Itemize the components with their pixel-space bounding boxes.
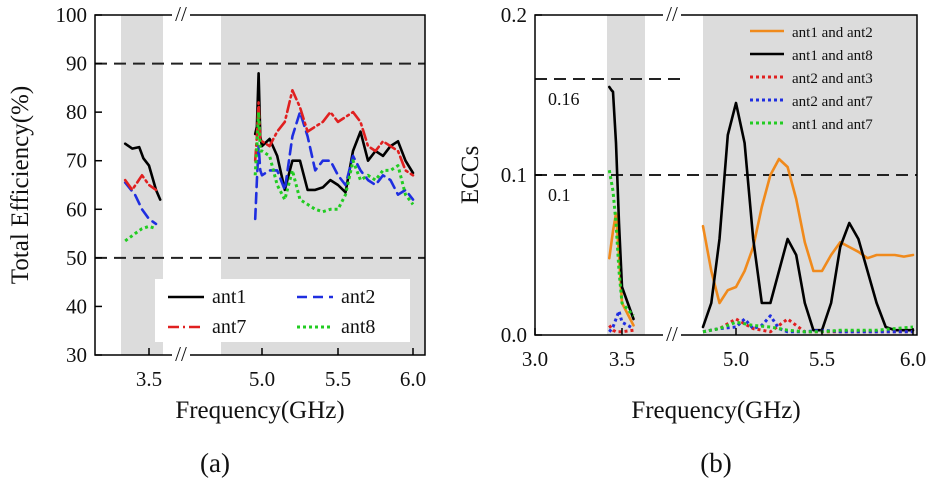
b-x-tick-label-3: 5.0 [723, 347, 749, 371]
panel-a-break-bottom: // [175, 342, 187, 366]
panel-a-x-axis-title: Frequency(GHz) [175, 397, 344, 424]
panel-a-frame [94, 14, 426, 356]
b-line-ant1-and-ant7-seg-2 [702, 320, 914, 334]
panel-a-label: (a) [200, 448, 230, 478]
b-line-ant1-and-ant8-seg-1 [607, 85, 635, 321]
panel-b-x-axis-title: Frequency(GHz) [631, 397, 800, 424]
panel-b-axis-break: // // [663, 2, 681, 346]
b-legend-label-ant2-and-ant7: ant2 and ant7 [792, 94, 873, 110]
a-line-ant8-seg-2 [253, 110, 415, 214]
b-y-tick-label-2: 0.1 [501, 163, 527, 187]
panel-a-axis-break: // // [172, 2, 190, 366]
b-legend-label-ant2-and-ant3: ant2 and ant3 [792, 71, 873, 87]
b-line-ant1-and-ant2-seg-1 [607, 212, 635, 327]
a-y-tick-label-3: 50 [66, 246, 87, 270]
a-line-ant1-seg-2 [253, 72, 415, 194]
b-x-tick-label-4: 5.5 [809, 347, 835, 371]
b-x-tick-label-5: 6.0 [900, 347, 926, 371]
b-legend-label-ant1-and-ant8: ant1 and ant8 [792, 48, 873, 64]
b-series-ant1-and-ant8 [607, 85, 915, 332]
a-line-ant2-seg-1 [123, 181, 158, 226]
b-series-ant1-and-ant7 [607, 169, 914, 334]
panel-b: 0.16 0.1 0.0 0.1 0.2 3.0 3.5 5.0 5.5 6.0 // // a… [457, 2, 926, 478]
b-y-tick-label-3: 0.2 [501, 3, 527, 27]
a-series-ant2 [123, 110, 415, 226]
b-x-tick-label-1: 3.0 [522, 347, 548, 371]
a-legend-label-ant1: ant1 [212, 286, 246, 308]
a-y-tick-label-5: 70 [66, 149, 87, 173]
a-series-ant8 [124, 110, 415, 243]
a-legend-label-ant7: ant7 [212, 316, 246, 338]
b-reference-label-1: 0.16 [548, 89, 580, 109]
b-series-ant2-and-ant7 [608, 309, 913, 334]
panel-a-legend: ant1 ant2 ant7 ant8 [155, 279, 410, 342]
b-line-ant1-and-ant2-seg-2 [701, 157, 915, 305]
panel-b-y-axis-title: ECCs [457, 146, 484, 204]
a-y-tick-label-8: 100 [56, 3, 88, 27]
a-line-ant7-seg-1 [123, 174, 158, 192]
panel-b-label: (b) [700, 448, 731, 478]
a-y-tick-label-6: 80 [66, 100, 87, 124]
a-legend-label-ant2: ant2 [341, 286, 375, 308]
a-line-ant7-seg-2 [253, 89, 415, 177]
a-x-tick-label-4: 6.0 [400, 367, 426, 391]
panel-a: 30 40 50 60 70 80 90 100 3.5 5.0 5.5 6.0 // // ant1… [7, 2, 426, 478]
b-y-tick-label-1: 0.0 [501, 323, 527, 347]
a-y-tick-label-2: 40 [66, 294, 87, 318]
panel-a-legend-box [155, 279, 410, 342]
b-legend-label-ant1-and-ant2: ant1 and ant2 [792, 25, 873, 41]
a-x-tick-label-1: 3.5 [136, 367, 162, 391]
a-y-tick-label-4: 60 [66, 197, 87, 221]
a-legend-label-ant8: ant8 [341, 316, 375, 338]
panel-b-break-bottom: // [666, 322, 678, 346]
panel-a-y-axis-title: Total Efficiency(%) [7, 86, 34, 284]
a-line-ant8-seg-1 [124, 224, 157, 243]
a-x-tick-label-2: 5.0 [249, 367, 275, 391]
b-reference-label-2: 0.1 [548, 185, 571, 205]
a-y-tick-label-1: 30 [66, 343, 87, 367]
b-x-tick-label-2: 3.5 [609, 347, 635, 371]
panel-b-break-top: // [666, 2, 678, 26]
a-x-tick-label-3: 5.5 [325, 367, 351, 391]
b-line-ant2-and-ant7-seg-1 [608, 309, 635, 333]
a-line-ant2-seg-2 [253, 110, 415, 221]
panel-a-break-top: // [175, 2, 187, 26]
panel-b-legend: ant1 and ant2 ant1 and ant8 ant2 and ant3 a… [750, 25, 873, 133]
b-series-ant1-and-ant2 [607, 157, 915, 327]
b-legend-label-ant1-and-ant7: ant1 and ant7 [792, 117, 873, 133]
a-series-ant7 [123, 89, 415, 192]
a-y-tick-label-7: 90 [66, 52, 87, 76]
b-line-ant1-and-ant8-seg-2 [701, 101, 915, 332]
